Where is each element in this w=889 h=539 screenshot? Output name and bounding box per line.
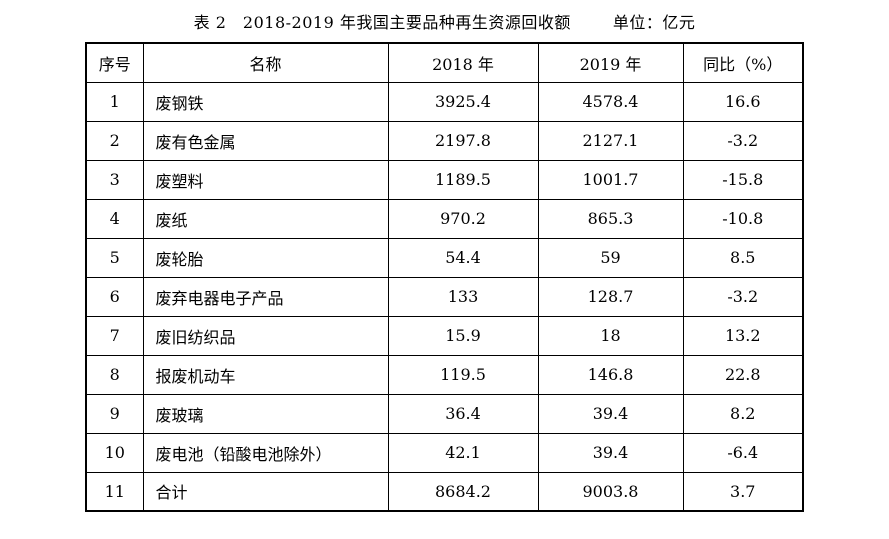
cell-yoy: 22.8	[682, 354, 804, 395]
cell-name: 废玻璃	[142, 393, 389, 434]
cell-yoy: -6.4	[682, 432, 804, 473]
cell-no: 8	[85, 354, 144, 395]
table-row: 8 报废机动车 119.5 146.8 22.8	[85, 354, 804, 395]
cell-2018: 119.5	[387, 354, 539, 395]
cell-yoy: 3.7	[682, 471, 804, 512]
cell-2018: 8684.2	[387, 471, 539, 512]
cell-no: 9	[85, 393, 144, 434]
cell-2018: 970.2	[387, 198, 539, 239]
cell-no: 10	[85, 432, 144, 473]
cell-yoy: -15.8	[682, 159, 804, 200]
cell-2019: 39.4	[537, 393, 684, 434]
header-cell-no: 序号	[85, 42, 144, 83]
table-row: 4 废纸 970.2 865.3 -10.8	[85, 198, 804, 239]
cell-name: 废轮胎	[142, 237, 389, 278]
cell-yoy: -10.8	[682, 198, 804, 239]
cell-yoy: -3.2	[682, 276, 804, 317]
header-cell-2018: 2018 年	[387, 42, 539, 83]
cell-yoy: 8.5	[682, 237, 804, 278]
table-row: 3 废塑料 1189.5 1001.7 -15.8	[85, 159, 804, 200]
cell-no: 4	[85, 198, 144, 239]
cell-2018: 15.9	[387, 315, 539, 356]
cell-yoy: 16.6	[682, 81, 804, 122]
cell-no: 2	[85, 120, 144, 161]
cell-2018: 133	[387, 276, 539, 317]
table-row: 9 废玻璃 36.4 39.4 8.2	[85, 393, 804, 434]
cell-name: 废电池（铅酸电池除外）	[142, 432, 389, 473]
cell-name: 废纸	[142, 198, 389, 239]
cell-2019: 9003.8	[537, 471, 684, 512]
header-cell-yoy: 同比（%）	[682, 42, 804, 83]
cell-2019: 59	[537, 237, 684, 278]
table-row: 5 废轮胎 54.4 59 8.5	[85, 237, 804, 278]
cell-no: 1	[85, 81, 144, 122]
cell-yoy: 8.2	[682, 393, 804, 434]
header-cell-2019: 2019 年	[537, 42, 684, 83]
cell-name: 报废机动车	[142, 354, 389, 395]
cell-2018: 2197.8	[387, 120, 539, 161]
cell-name: 废有色金属	[142, 120, 389, 161]
table-row: 1 废钢铁 3925.4 4578.4 16.6	[85, 81, 804, 122]
cell-2018: 36.4	[387, 393, 539, 434]
table-row: 10 废电池（铅酸电池除外） 42.1 39.4 -6.4	[85, 432, 804, 473]
table-row: 2 废有色金属 2197.8 2127.1 -3.2	[85, 120, 804, 161]
cell-name: 废塑料	[142, 159, 389, 200]
recycling-table: 序号 名称 2018 年 2019 年 同比（%） 1 废钢铁 3925.4 4…	[85, 42, 804, 512]
cell-2018: 42.1	[387, 432, 539, 473]
cell-no: 11	[85, 471, 144, 512]
table-caption: 表 2 2018-2019 年我国主要品种再生资源回收额	[193, 13, 571, 32]
header-cell-name: 名称	[142, 42, 389, 83]
cell-name: 废钢铁	[142, 81, 389, 122]
cell-no: 3	[85, 159, 144, 200]
cell-2019: 2127.1	[537, 120, 684, 161]
cell-name: 废旧纺织品	[142, 315, 389, 356]
table-row: 6 废弃电器电子产品 133 128.7 -3.2	[85, 276, 804, 317]
cell-no: 6	[85, 276, 144, 317]
cell-2019: 865.3	[537, 198, 684, 239]
table-row: 11 合计 8684.2 9003.8 3.7	[85, 471, 804, 512]
cell-2018: 1189.5	[387, 159, 539, 200]
cell-no: 7	[85, 315, 144, 356]
cell-name: 合计	[142, 471, 389, 512]
table-row: 7 废旧纺织品 15.9 18 13.2	[85, 315, 804, 356]
cell-2019: 128.7	[537, 276, 684, 317]
cell-no: 5	[85, 237, 144, 278]
cell-name: 废弃电器电子产品	[142, 276, 389, 317]
cell-2018: 54.4	[387, 237, 539, 278]
cell-2019: 39.4	[537, 432, 684, 473]
unit-label: 单位：亿元	[612, 13, 696, 32]
cell-2019: 146.8	[537, 354, 684, 395]
cell-yoy: -3.2	[682, 120, 804, 161]
cell-2019: 1001.7	[537, 159, 684, 200]
cell-yoy: 13.2	[682, 315, 804, 356]
cell-2019: 18	[537, 315, 684, 356]
header-row: 序号 名称 2018 年 2019 年 同比（%）	[85, 42, 804, 83]
cell-2018: 3925.4	[387, 81, 539, 122]
table-title-row: 表 2 2018-2019 年我国主要品种再生资源回收额 单位：亿元	[86, 9, 803, 33]
cell-2019: 4578.4	[537, 81, 684, 122]
